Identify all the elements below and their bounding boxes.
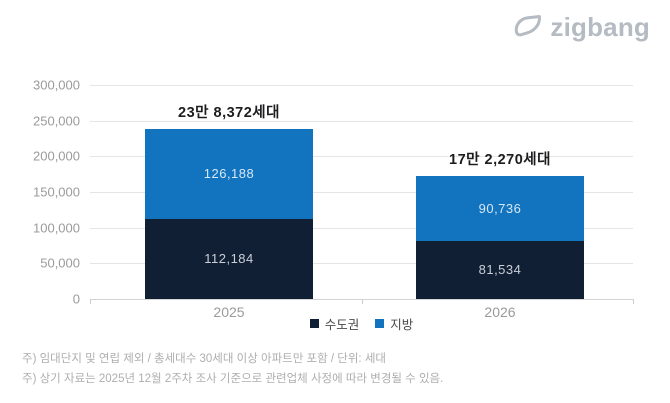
bar-segment-수도권-2025: 112,184 — [145, 218, 313, 299]
gridline — [90, 85, 633, 86]
bar-segment-지방-2026: 90,736 — [416, 176, 584, 241]
y-tick-label: 0 — [72, 291, 80, 307]
chart-legend: 수도권 지방 — [90, 314, 633, 333]
gridline — [90, 263, 633, 265]
y-tick-label: 50,000 — [40, 255, 80, 271]
legend-swatch — [309, 319, 319, 328]
legend-item-수도권: 수도권 — [309, 314, 360, 333]
bar-segment-지방-2025: 126,188 — [145, 128, 313, 219]
bar-value-label: 90,736 — [478, 200, 522, 216]
y-tick-label: 200,000 — [33, 148, 80, 164]
footnote-line-2: 주) 상기 자료는 2025년 12월 2주차 조사 기준으로 관련업체 사정에… — [22, 373, 444, 385]
y-tick-label: 100,000 — [33, 220, 80, 236]
y-axis: 0 50,000 100,000 150,000 200,000 250,000 300,0… — [0, 78, 80, 307]
bar-segment-수도권-2026: 81,534 — [416, 240, 584, 299]
footnote-line-1: 주) 임대단지 및 연립 제외 / 총세대수 30세대 이상 아파트만 포함 /… — [22, 353, 386, 365]
legend-label: 수도권 — [324, 318, 360, 332]
zigbang-logo-icon — [515, 15, 542, 37]
zigbang-logo: zigbang — [513, 13, 650, 40]
x-tick-label-2026: 2026 — [484, 304, 516, 320]
bar-value-label: 112,184 — [204, 251, 254, 267]
gridline — [90, 120, 633, 122]
y-tick-label: 150,000 — [33, 184, 80, 200]
bar-value-label: 126,188 — [203, 166, 255, 182]
stacked-bar-plot-area: 112,184 126,188 23만 8,372세대 81,534 90,736 17만… — [90, 85, 634, 304]
gridline — [90, 192, 633, 193]
footnotes: 주) 임대단지 및 연립 제외 / 총세대수 30세대 이상 아파트만 포함 /… — [22, 349, 443, 389]
gridline — [90, 227, 633, 229]
legend-label: 지방 — [390, 318, 414, 332]
bar-value-label: 81,534 — [478, 262, 522, 278]
bar-total-label: 17만 2,270세대 — [449, 152, 551, 169]
y-tick-label: 250,000 — [33, 113, 80, 129]
gridline — [90, 156, 633, 158]
x-axis: 2025 2026 — [90, 304, 633, 322]
legend-item-지방: 지방 — [375, 314, 413, 333]
x-axis-tick — [90, 299, 91, 304]
bar-total-label: 23만 8,372세대 — [178, 104, 280, 121]
zigbang-logo-text: zigbang — [550, 11, 650, 42]
y-tick-label: 300,000 — [33, 77, 80, 93]
x-axis-tick — [633, 299, 634, 304]
x-tick-label-2025: 2025 — [213, 304, 245, 320]
x-axis-tick — [361, 299, 363, 304]
legend-swatch — [375, 319, 385, 328]
